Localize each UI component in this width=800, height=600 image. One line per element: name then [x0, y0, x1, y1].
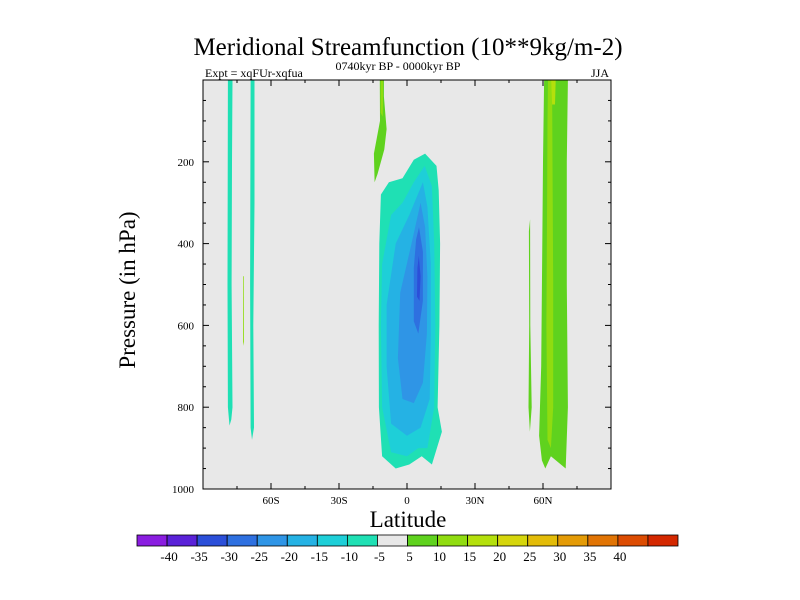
- experiment-label: Expt = xqFUr-xqfua: [205, 66, 304, 80]
- colorbar-label: -5: [374, 549, 385, 564]
- colorbar-label: -20: [281, 549, 298, 564]
- colorbar-swatch: [136, 534, 168, 547]
- contour-regions: [227, 80, 568, 469]
- y-tick-label: 1000: [172, 484, 195, 496]
- axis-tick-labels: 60S 30S 0 30N 60N 200 400 600 800 1000: [172, 157, 553, 507]
- colorbar-label: 35: [583, 549, 596, 564]
- colorbar-label: 20: [493, 549, 506, 564]
- y-tick-label: 600: [178, 320, 195, 332]
- colorbar-swatch: [286, 534, 318, 547]
- y-tick-label: 200: [178, 157, 195, 169]
- y-axis-title: Pressure (in hPa): [115, 211, 140, 368]
- contour-band-70s: [250, 80, 255, 440]
- x-tick-label: 60N: [534, 495, 553, 507]
- contour-spike-12s-inner: [380, 80, 383, 117]
- colorbar-label: -40: [160, 549, 177, 564]
- x-tick-label: 30N: [466, 495, 485, 507]
- contour-spike-12s-outer: [373, 80, 387, 183]
- colorbar-swatch: [437, 534, 469, 547]
- colorbar-labels: -40 -35 -30 -25 -20 -15 -10 -5 5 10 15 20 25 30 35 40: [160, 549, 626, 564]
- contour-band-60n-inner: [546, 80, 554, 449]
- colorbar-swatch: [407, 534, 438, 547]
- y-tick-label: 800: [178, 402, 195, 414]
- contour-band-60n-outer: [539, 80, 568, 469]
- contour-band-60n-tip: [551, 80, 556, 105]
- contour-band-80s: [227, 80, 233, 426]
- colorbar-label: -35: [190, 549, 207, 564]
- colorbar-swatch: [587, 534, 619, 547]
- colorbar-swatch: [617, 534, 649, 547]
- colorbar-label: -15: [311, 549, 328, 564]
- colorbar-swatch: [316, 534, 348, 547]
- x-axis-title: Latitude: [370, 507, 447, 532]
- colorbar-label: 10: [433, 549, 446, 564]
- colorbar-swatch: [467, 534, 499, 547]
- contour-spike-53n: [528, 219, 532, 432]
- colorbar-swatch: [166, 534, 198, 547]
- colorbar-swatch: [226, 534, 258, 547]
- y-tick-label: 400: [178, 239, 195, 251]
- colorbar-label: 15: [463, 549, 476, 564]
- colorbar-label: 5: [406, 549, 413, 564]
- x-tick-label: 30S: [330, 495, 347, 507]
- x-tick-label: 60S: [262, 495, 279, 507]
- colorbar-swatch: [196, 534, 228, 547]
- contour-speck-73s: [243, 276, 244, 346]
- colorbar-label: -10: [341, 549, 358, 564]
- colorbar-label: -25: [251, 549, 268, 564]
- time-range-label: 0740kyr BP - 0000kyr BP: [336, 59, 461, 73]
- colorbar-swatch: [557, 534, 589, 547]
- contour-cell-30: [417, 255, 421, 301]
- colorbar-label: 25: [523, 549, 536, 564]
- colorbar-swatch: [527, 534, 559, 547]
- colorbar-swatch: [256, 534, 288, 547]
- colorbar-label: -30: [220, 549, 237, 564]
- colorbar-label: 30: [553, 549, 566, 564]
- colorbar-swatch: [377, 534, 408, 547]
- colorbar-swatch: [647, 534, 679, 547]
- x-tick-label: 0: [404, 495, 410, 507]
- plot-frame: [202, 79, 612, 490]
- season-label: JJA: [591, 66, 609, 80]
- colorbar-swatch: [497, 534, 529, 547]
- chart-title: Meridional Streamfunction (10**9kg/m-2): [193, 34, 622, 61]
- colorbar-label: 40: [613, 549, 626, 564]
- colorbar-swatch: [346, 534, 378, 547]
- colorbar: [136, 534, 679, 547]
